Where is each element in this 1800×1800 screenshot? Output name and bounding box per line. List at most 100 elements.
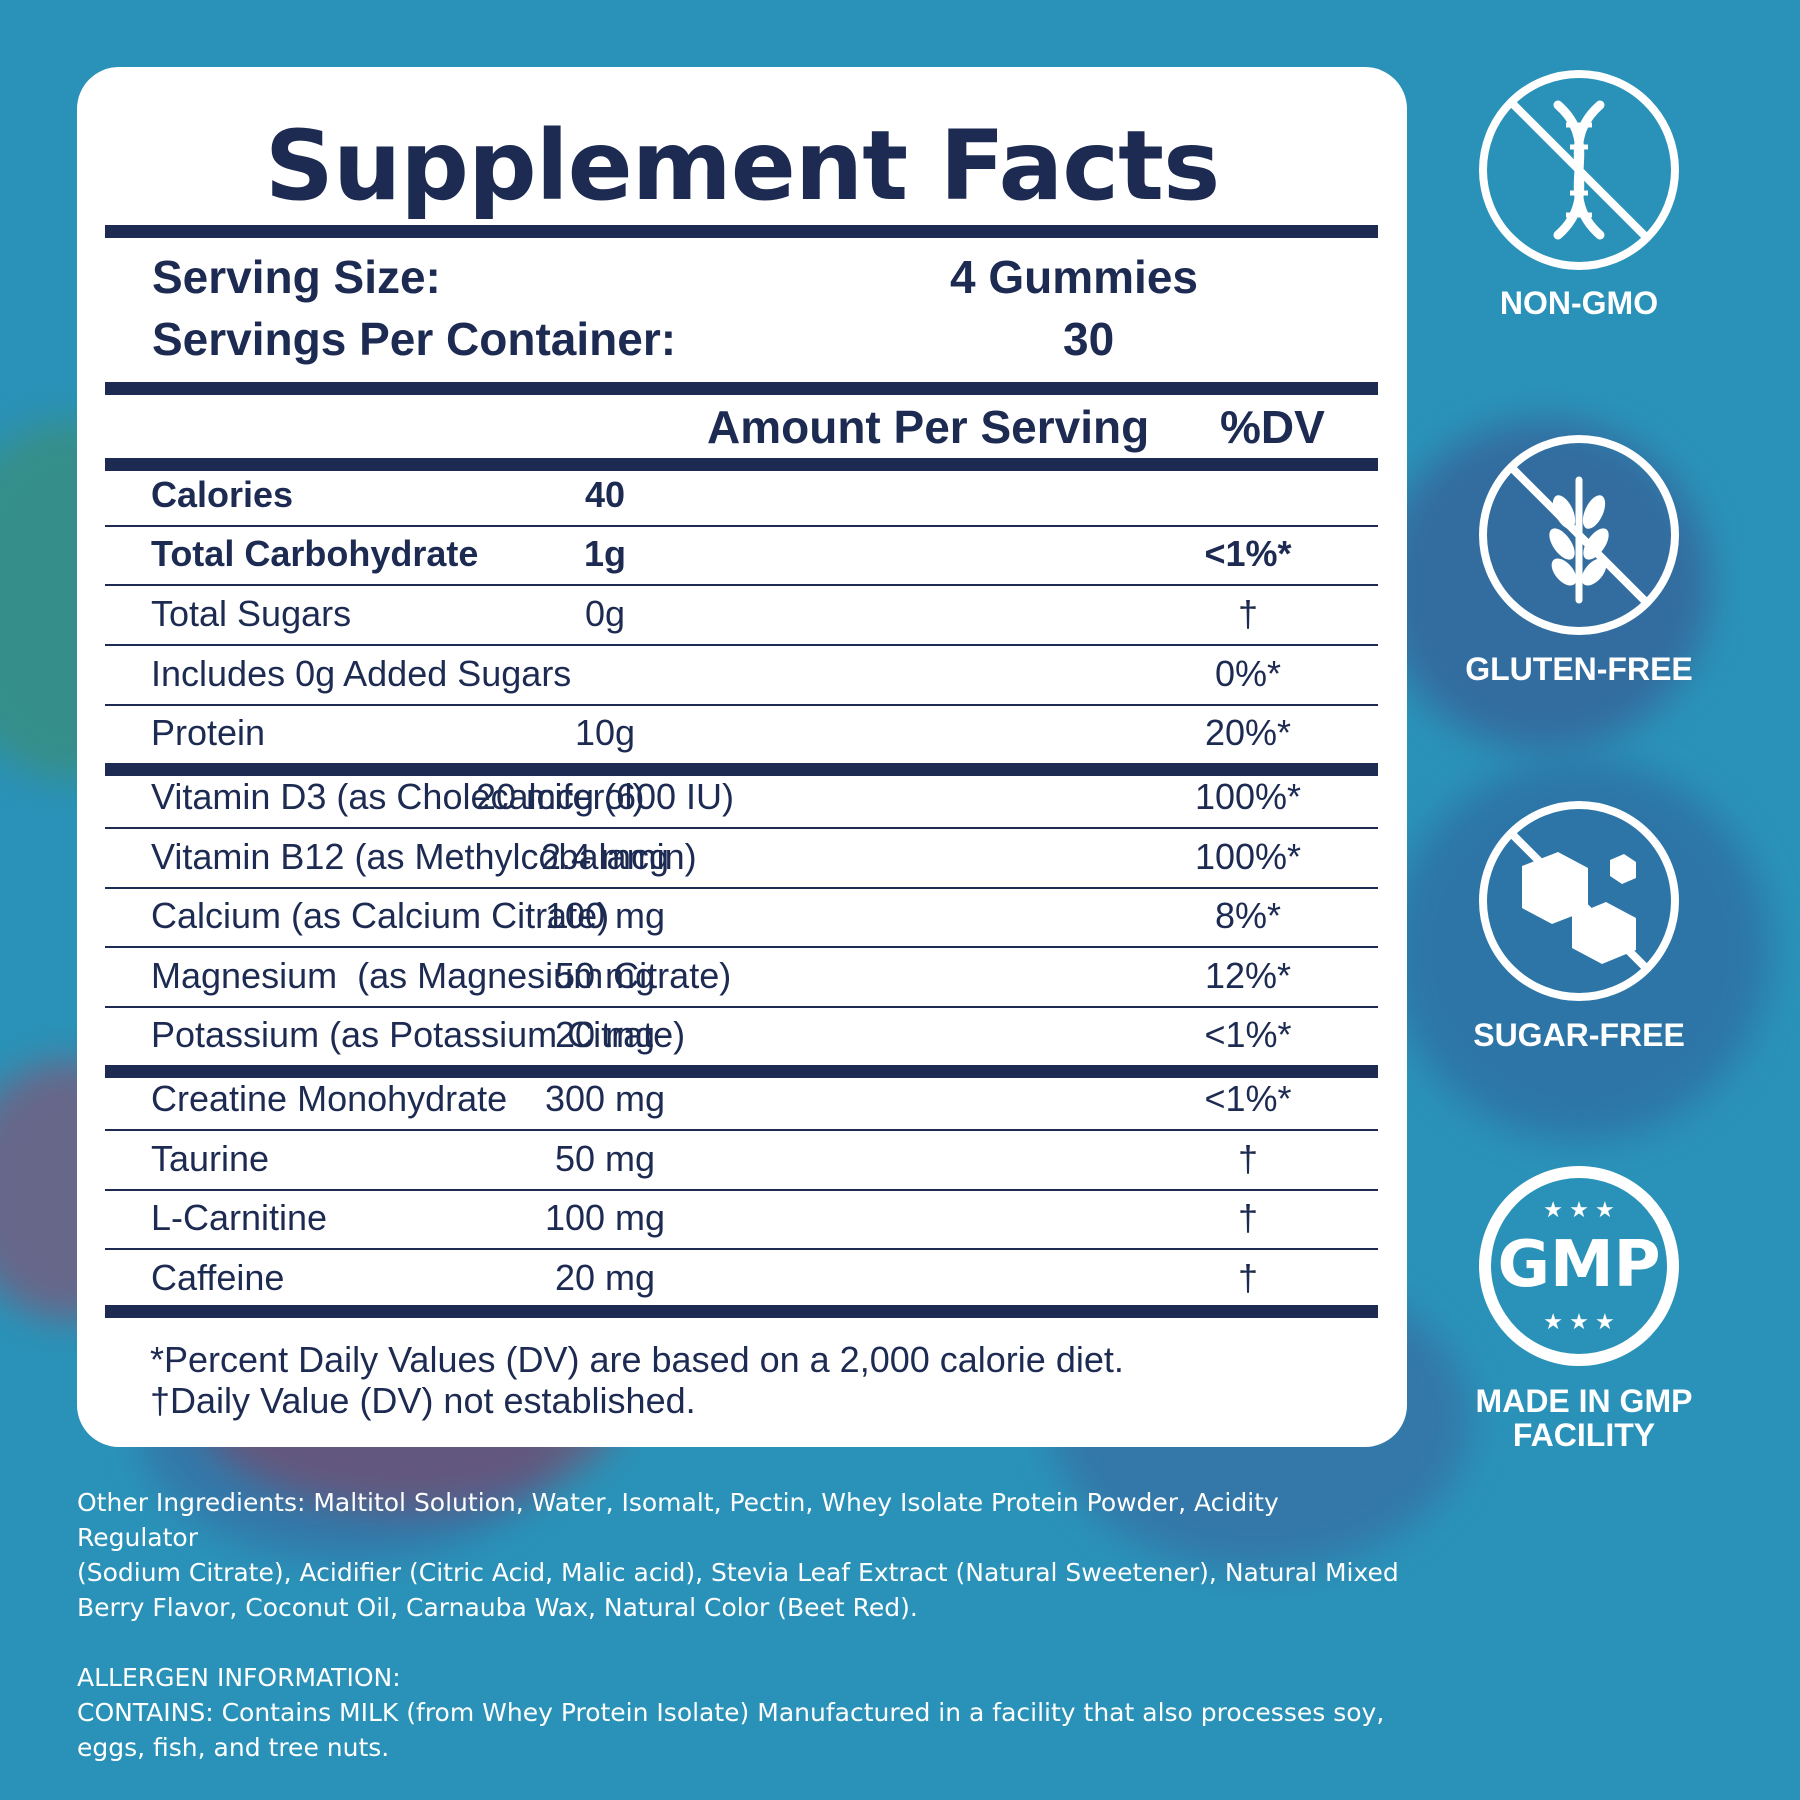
other-ingredients-line: Other Ingredients: Maltitol Solution, Wa…: [77, 1488, 1279, 1552]
sugar-cubes-crossed-icon: [1479, 801, 1679, 1001]
nutrient-amount: 20 mg: [554, 1257, 656, 1298]
table-row: Potassium (as Potassium Citrate) 20 mg <1%…: [105, 1006, 1378, 1064]
badge-label-sugar-free: SUGAR-FREE: [1473, 1017, 1685, 1053]
nutrient-name: Potassium (as Potassium Citrate): [151, 1014, 686, 1055]
table-row: L-Carnitine 100 mg †: [105, 1189, 1378, 1247]
nutrient-amount: 50 mg: [554, 955, 656, 996]
table-row: Vitamin B12 (as Methylcobalamin) 2.4 mcg 1…: [105, 828, 1378, 886]
row-divider: [105, 946, 1378, 948]
nutrient-dv: 0%*: [1214, 653, 1282, 694]
nutrient-name: Protein: [151, 712, 266, 753]
nutrient-name: Caffeine: [151, 1257, 285, 1298]
nutrient-name: Total Carbohydrate: [151, 533, 479, 574]
nutrient-dv: †: [1237, 1138, 1259, 1179]
allergen-line: CONTAINS: Contains MILK (from Whey Prote…: [77, 1698, 1385, 1727]
table-row: Calcium (as Calcium Citrate) 100 mg 8%*: [105, 887, 1378, 945]
table-row: Creatine Monohydrate 300 mg <1%*: [105, 1070, 1378, 1128]
row-divider: [105, 763, 1378, 776]
nutrient-dv: 100%*: [1194, 776, 1302, 817]
nutrient-name: Calcium (as Calcium Citrate): [151, 895, 610, 936]
table-row: Total Sugars 0g †: [105, 585, 1378, 643]
table-row: Magnesium (as Magnesium Citrate) 50 mg 12%…: [105, 947, 1378, 1005]
nutrient-amount: 20 mcg (600 IU): [475, 776, 735, 817]
nutrient-amount: 50 mg: [554, 1138, 656, 1179]
servings-per-container-value: 30: [1063, 313, 1115, 365]
divider-thick: [105, 1305, 1378, 1318]
nutrient-name: Includes 0g Added Sugars: [151, 653, 572, 694]
nutrient-amount: 10g: [574, 712, 636, 753]
nutrient-dv: †: [1237, 593, 1259, 634]
badge-label-non-gmo: NON-GMO: [1499, 285, 1659, 321]
nutrient-name: Taurine: [151, 1138, 270, 1179]
allergen-heading: ALLERGEN INFORMATION:: [77, 1663, 401, 1692]
table-row: Protein 10g 20%*: [105, 704, 1378, 762]
row-divider: [105, 1189, 1378, 1191]
nutrient-amount: 40: [584, 474, 626, 515]
serving-size-value: 4 Gummies: [950, 251, 1198, 303]
gmp-emblem-text: GMP: [1497, 1228, 1661, 1302]
nutrient-dv: 100%*: [1194, 836, 1302, 877]
table-row: Includes 0g Added Sugars 0%*: [105, 645, 1378, 703]
amount-column-header: Amount Per Serving: [707, 401, 1150, 453]
row-divider: [105, 1129, 1378, 1131]
gmp-stars-bottom: ★ ★ ★: [1543, 1309, 1615, 1334]
nutrient-dv: †: [1237, 1257, 1259, 1298]
nutrient-name: Total Sugars: [151, 593, 352, 634]
nutrient-name: Vitamin D3 (as Cholecalciferol): [151, 776, 645, 817]
row-divider: [105, 827, 1378, 829]
gmp-stars-top: ★ ★ ★: [1543, 1197, 1615, 1222]
nutrient-dv: <1%*: [1204, 1078, 1292, 1119]
nutrient-amount: 2.4 mcg: [540, 836, 670, 877]
row-divider: [105, 644, 1378, 646]
nutrient-dv: 20%*: [1204, 712, 1292, 753]
servings-per-container-label: Servings Per Container:: [152, 313, 677, 365]
badge-label-gmp-line2: FACILITY: [1512, 1417, 1656, 1453]
dv-column-header: %DV: [1220, 401, 1325, 453]
other-ingredients-line: (Sodium Citrate), Acidifier (Citric Acid…: [77, 1558, 1399, 1587]
row-divider: [105, 1248, 1378, 1250]
nutrient-dv: 8%*: [1214, 895, 1282, 936]
nutrient-name: Vitamin B12 (as Methylcobalamin): [151, 836, 697, 877]
table-row: Calories 40: [105, 466, 1378, 524]
nutrient-name: Creatine Monohydrate: [151, 1078, 508, 1119]
nutrient-amount: 100 mg: [544, 1197, 666, 1238]
row-divider: [105, 1065, 1378, 1078]
divider-thick: [105, 382, 1378, 395]
row-divider: [105, 704, 1378, 706]
table-row: Total Carbohydrate 1g <1%*: [105, 525, 1378, 583]
nutrient-amount: 0g: [584, 593, 626, 634]
nutrient-amount: 300 mg: [544, 1078, 666, 1119]
badge-label-gmp-line1: MADE IN GMP: [1475, 1383, 1693, 1419]
nutrient-name: Calories: [151, 474, 294, 515]
dna-crossed-icon: [1479, 70, 1679, 270]
nutrient-dv: <1%*: [1204, 1014, 1292, 1055]
footnote-dv-not-established: †Daily Value (DV) not established.: [150, 1380, 696, 1421]
row-divider: [105, 525, 1378, 527]
serving-size-label: Serving Size:: [152, 251, 441, 303]
footnote-dv-basis: *Percent Daily Values (DV) are based on …: [150, 1339, 1124, 1380]
row-divider: [105, 887, 1378, 889]
badge-label-gluten-free: GLUTEN-FREE: [1465, 651, 1693, 687]
page-title: Supplement Facts: [264, 110, 1220, 222]
allergen-line: eggs, fish, and tree nuts.: [77, 1733, 390, 1762]
wheat-crossed-icon: [1479, 435, 1679, 635]
nutrient-name: Magnesium (as Magnesium Citrate): [151, 955, 732, 996]
divider-thick: [105, 225, 1378, 238]
badge-label-gmp: MADE IN GMP FACILITY: [1424, 1384, 1744, 1452]
table-row: Vitamin D3 (as Cholecalciferol) 20 mcg (6…: [105, 768, 1378, 826]
nutrient-dv: [1148, 466, 1348, 524]
table-row: Taurine 50 mg †: [105, 1130, 1378, 1188]
gmp-seal-icon: ★ ★ ★ GMP ★ ★ ★: [1476, 1163, 1682, 1369]
nutrient-dv: 12%*: [1204, 955, 1292, 996]
nutrient-dv: <1%*: [1204, 533, 1292, 574]
supplement-facts-panel: Supplement Facts: [77, 67, 1407, 1447]
row-divider: [105, 584, 1378, 586]
row-divider: [105, 1006, 1378, 1008]
nutrient-amount: 20 mg: [554, 1014, 656, 1055]
divider-thick: [105, 458, 1378, 471]
table-row: Caffeine 20 mg †: [105, 1249, 1378, 1307]
nutrient-amount: 1g: [583, 533, 626, 574]
nutrient-amount: [425, 645, 785, 703]
other-ingredients-line: Berry Flavor, Coconut Oil, Carnauba Wax,…: [77, 1593, 918, 1622]
other-ingredients: Other Ingredients: Maltitol Solution, Wa…: [77, 1485, 1407, 1765]
